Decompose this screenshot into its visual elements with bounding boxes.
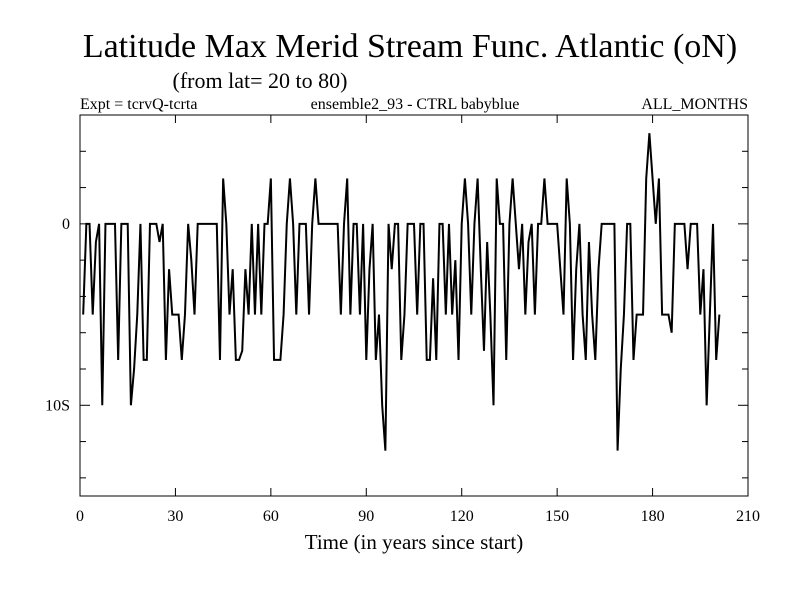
series-group (82, 133, 721, 451)
x-tick-label: 180 (641, 508, 665, 525)
x-tick-label: 0 (76, 508, 84, 525)
plot-frame (79, 114, 749, 497)
y-tick-label: 10S (45, 397, 70, 414)
x-tick-label: 120 (450, 508, 474, 525)
x-tick-labels: 0 30 60 90 120 150 180 210 (76, 508, 760, 525)
header-center-label: ensemble2_93 - CTRL babyblue (311, 96, 520, 113)
x-tick-label: 90 (358, 508, 374, 525)
y-tick-label: 0 (62, 216, 70, 233)
y-tick-labels: 0 10S (45, 216, 70, 414)
header-right-label: ALL_MONTHS (641, 96, 748, 113)
x-tick-label: 150 (545, 508, 569, 525)
chart-title: Latitude Max Merid Stream Func. Atlantic… (83, 28, 737, 65)
x-axis-label: Time (in years since start) (305, 530, 524, 554)
x-tick-label: 60 (263, 508, 279, 525)
series-line (82, 133, 721, 451)
axis-ticks (79, 115, 749, 496)
x-tick-label: 30 (167, 508, 183, 525)
chart-subtitle: (from lat= 20 to 80) (173, 68, 348, 93)
x-tick-label: 210 (736, 508, 760, 525)
header-left-label: Expt = tcrvQ-tcrta (80, 96, 197, 113)
